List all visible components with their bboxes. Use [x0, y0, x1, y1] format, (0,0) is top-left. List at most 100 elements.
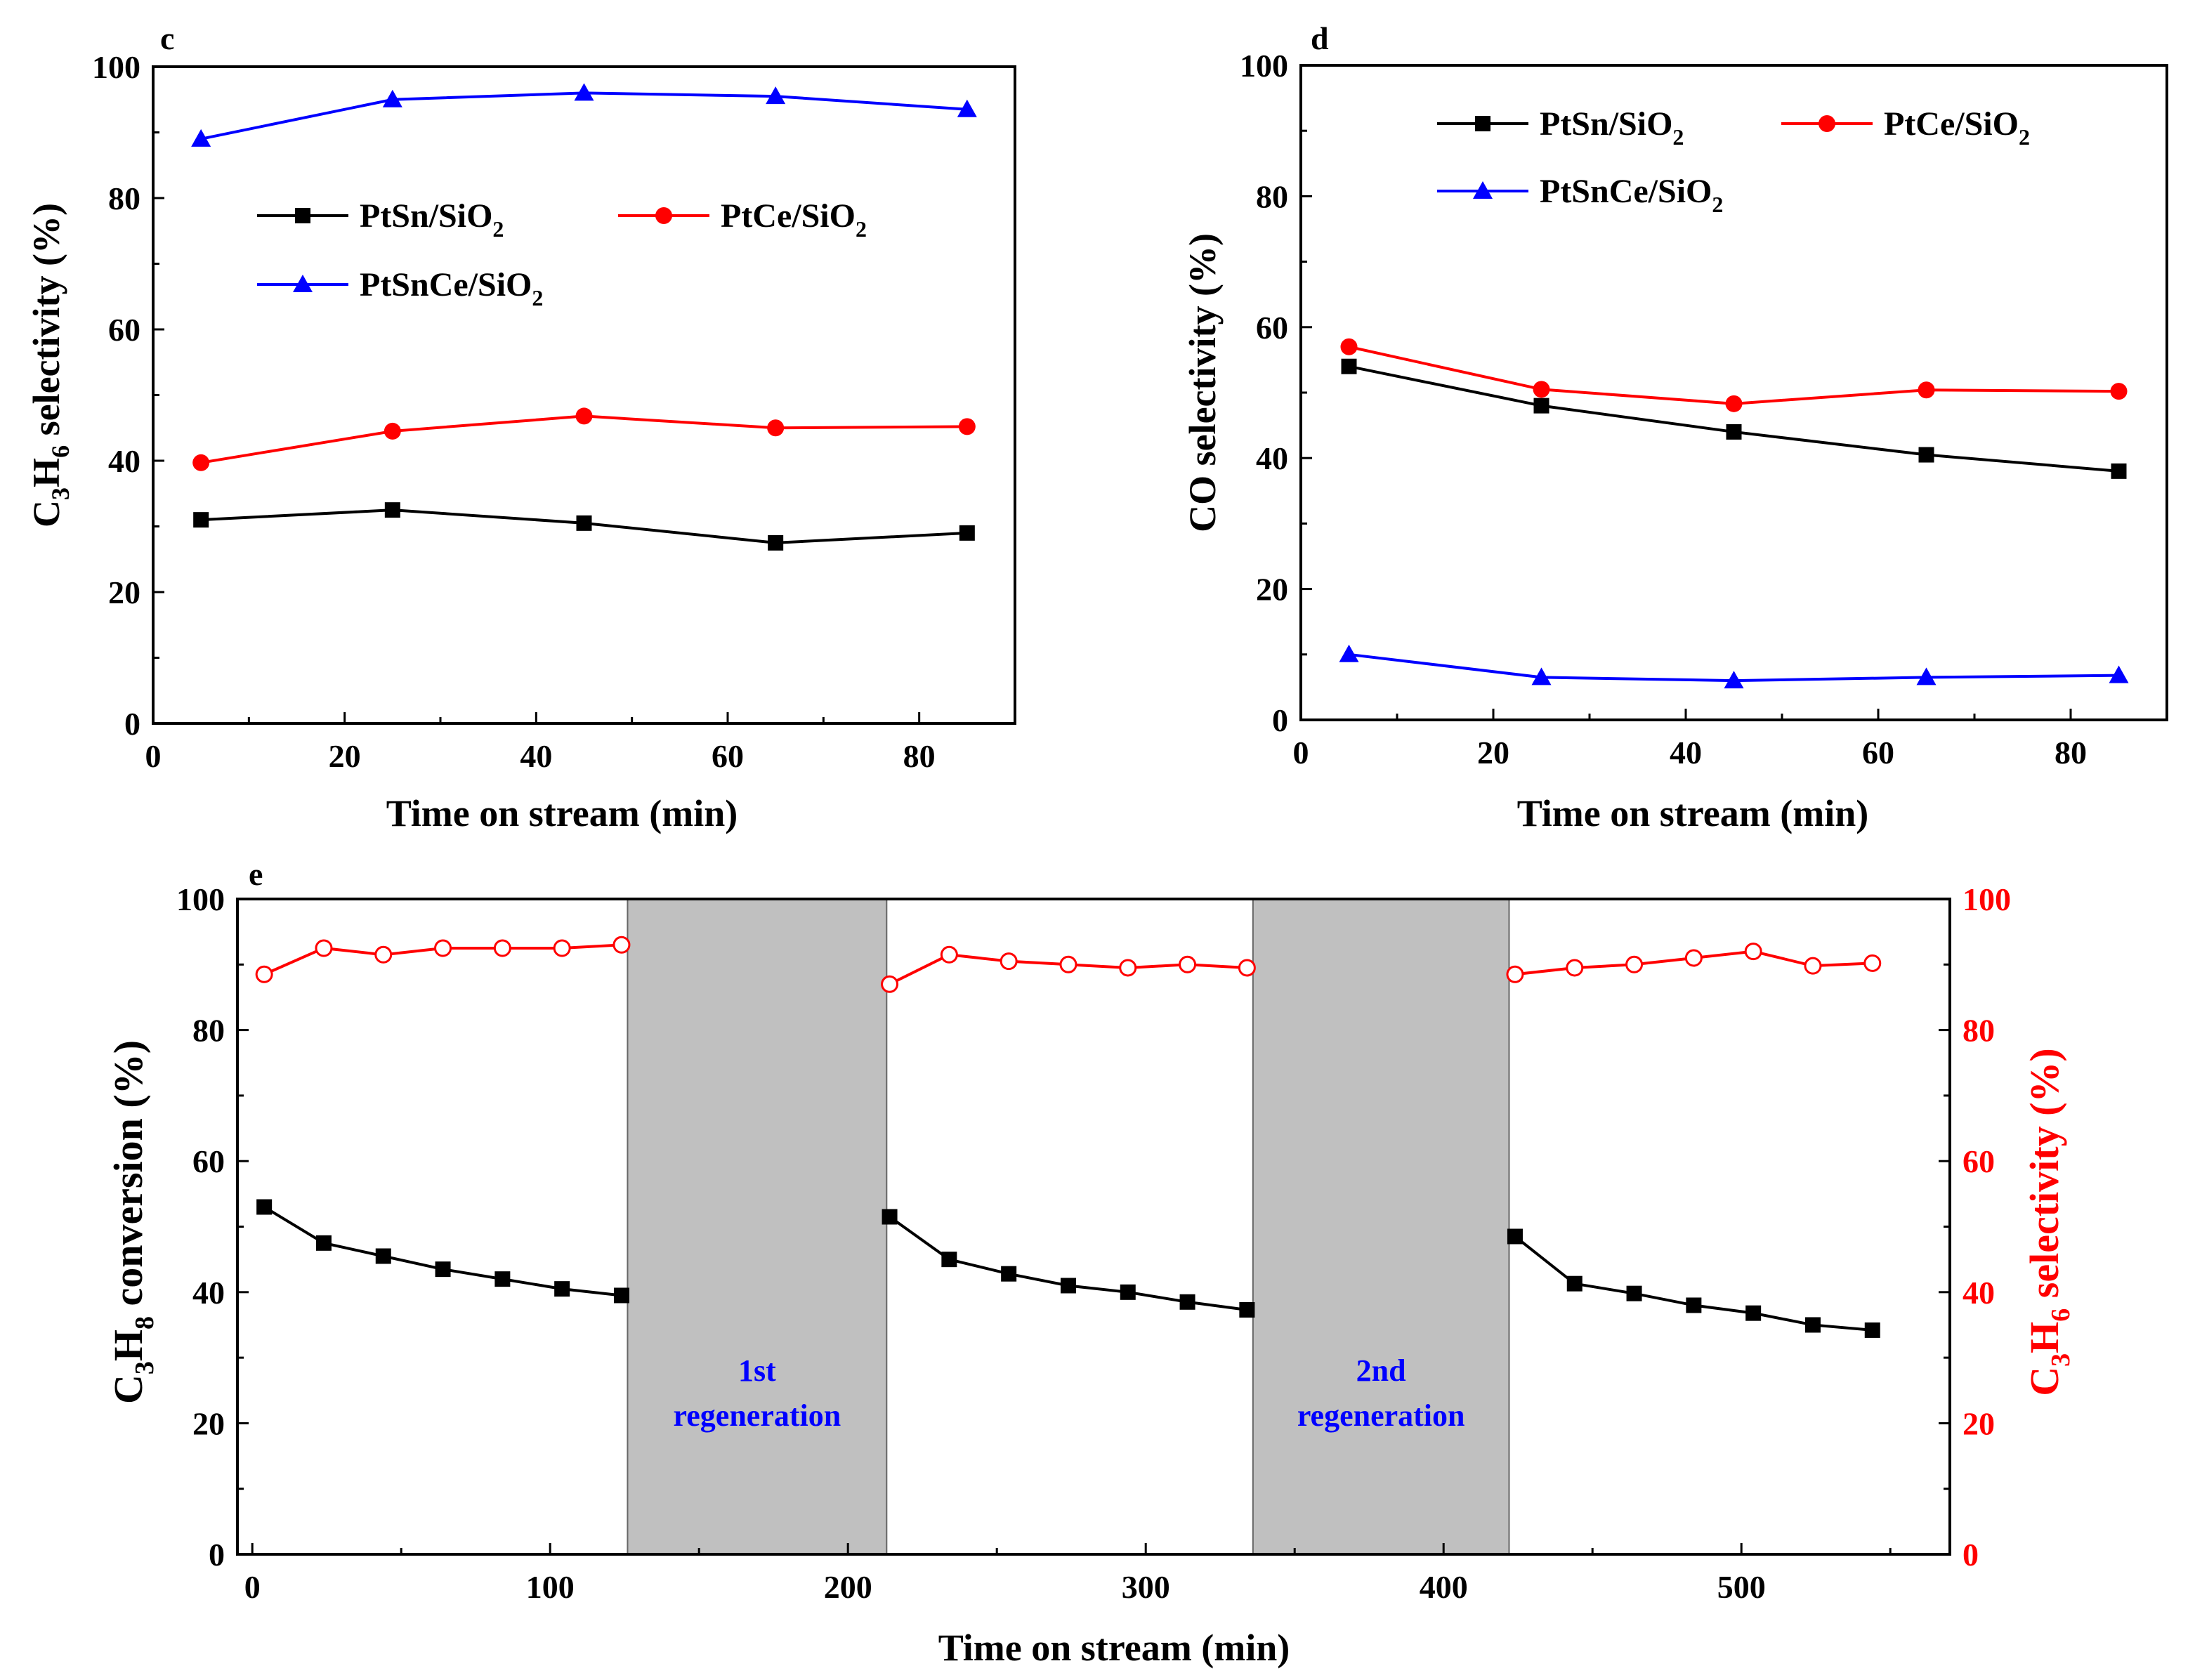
data-point — [1506, 965, 1524, 983]
data-point — [940, 945, 958, 964]
x-tick-label: 60 — [712, 738, 744, 774]
data-point — [255, 965, 273, 983]
data-point — [375, 1248, 391, 1264]
legend-marker — [1475, 116, 1490, 131]
data-point — [1339, 644, 1359, 662]
right-y-tick-label: 40 — [1963, 1275, 1995, 1311]
data-point — [766, 86, 786, 105]
data-point — [575, 407, 593, 425]
y-tick-label: 60 — [1256, 310, 1288, 346]
left-y-tick-label: 40 — [192, 1275, 225, 1311]
panel-c-x-axis-title: Time on stream (min) — [386, 792, 738, 834]
data-point — [612, 936, 631, 954]
left-y-tick-label: 20 — [192, 1405, 225, 1441]
x-tick-label: 400 — [1420, 1569, 1468, 1605]
data-point — [613, 1287, 629, 1304]
data-point — [1864, 1322, 1880, 1338]
legend-marker — [655, 207, 672, 224]
y-tick-label: 40 — [108, 443, 140, 479]
legend-label: PtCe/SiO2 — [1884, 105, 2030, 150]
x-tick-label: 0 — [145, 738, 162, 774]
region-label-line1: 2nd — [1356, 1353, 1406, 1388]
right-y-tick-label: 20 — [1963, 1405, 1995, 1441]
data-point — [1179, 1294, 1195, 1310]
data-point — [2111, 463, 2127, 479]
right-y-tick-label: 100 — [1963, 881, 2011, 917]
data-point — [1684, 949, 1703, 967]
panel-d-series — [1339, 338, 2129, 689]
data-point — [256, 1199, 273, 1215]
data-point — [1566, 1275, 1583, 1292]
y-tick-label: 20 — [1256, 572, 1288, 608]
data-point — [959, 525, 975, 541]
regeneration-region — [1252, 898, 1510, 1555]
data-point — [191, 129, 211, 147]
data-point — [315, 1235, 332, 1251]
data-point — [1001, 1266, 1017, 1282]
panel-e-x-ticks: 0 100 200 300 400 500 — [244, 1543, 1892, 1605]
data-point — [1625, 955, 1644, 973]
data-point — [493, 939, 511, 957]
data-point — [767, 419, 785, 437]
data-point — [1626, 1285, 1642, 1301]
panel-e-label: e — [249, 856, 263, 892]
left-y-tick-label: 100 — [176, 881, 225, 917]
y-tick-label: 60 — [108, 312, 140, 348]
x-tick-label: 20 — [329, 738, 361, 774]
panel-d-x-axis-title: Time on stream (min) — [1517, 792, 1868, 834]
legend-marker — [1473, 181, 1493, 199]
data-point — [1686, 1297, 1702, 1313]
data-point — [1744, 943, 1762, 961]
data-point — [1726, 424, 1742, 440]
left-y-tick-label: 0 — [209, 1537, 225, 1573]
panel-c-legend: PtSn/SiO2 PtCe/SiO2 PtSnCe/SiO2 — [257, 197, 867, 310]
panel-e-series — [255, 936, 1882, 1338]
data-point — [1060, 1278, 1076, 1294]
region-label-line1: 1st — [738, 1353, 776, 1388]
panel-e-right-y-axis-title: C3H6 selectivity (%) — [2022, 1048, 2076, 1396]
data-point — [2110, 383, 2128, 400]
data-point — [1059, 955, 1077, 973]
data-point — [1863, 954, 1882, 972]
y-tick-label: 20 — [108, 575, 140, 610]
data-point — [1745, 1305, 1762, 1321]
x-tick-label: 80 — [903, 738, 936, 774]
data-point — [1340, 338, 1358, 355]
panel-d-label: d — [1311, 20, 1329, 56]
panel-e-regeneration-regions: 1st regeneration 2nd regeneration — [627, 898, 1510, 1555]
legend-label: PtSnCe/SiO2 — [360, 266, 543, 310]
data-point — [1916, 667, 1937, 685]
x-tick-label: 100 — [526, 1569, 575, 1605]
data-point — [553, 939, 571, 957]
data-point — [1179, 955, 1197, 973]
y-tick-label: 0 — [124, 706, 140, 742]
data-point — [1000, 952, 1018, 971]
x-tick-label: 0 — [244, 1569, 261, 1605]
panel-c-chart: 0 20 40 60 80 0 20 40 60 80 100 PtSn/SiO2 PtCe/SiO… — [25, 20, 1016, 834]
panel-c-y-ticks: 0 20 40 60 80 100 — [92, 49, 164, 742]
legend-label: PtSn/SiO2 — [1540, 105, 1684, 150]
data-point — [574, 83, 594, 101]
data-point — [957, 99, 977, 117]
panel-e-right-y-ticks: 0 20 40 60 80 100 — [1939, 881, 2011, 1573]
panel-e-x-axis-title: Time on stream (min) — [938, 1627, 1290, 1669]
x-tick-label: 80 — [2055, 735, 2087, 770]
right-y-tick-label: 80 — [1963, 1013, 1995, 1049]
data-point — [435, 1261, 451, 1278]
x-tick-label: 20 — [1477, 735, 1509, 770]
panel-c-y-axis-title: C3H6 selectivity (%) — [25, 203, 74, 527]
legend-marker — [295, 208, 310, 223]
panel-d-y-ticks: 0 20 40 60 80 100 — [1240, 48, 1312, 738]
data-point — [576, 515, 592, 531]
right-y-tick-label: 60 — [1963, 1143, 1995, 1179]
data-point — [1724, 671, 1744, 689]
data-point — [2109, 665, 2129, 683]
legend-label: PtCe/SiO2 — [721, 197, 867, 242]
data-point — [958, 418, 976, 435]
data-point — [382, 89, 402, 107]
left-y-tick-label: 80 — [192, 1013, 225, 1049]
data-point — [384, 422, 401, 440]
data-point — [315, 939, 333, 957]
regeneration-region — [627, 898, 888, 1555]
